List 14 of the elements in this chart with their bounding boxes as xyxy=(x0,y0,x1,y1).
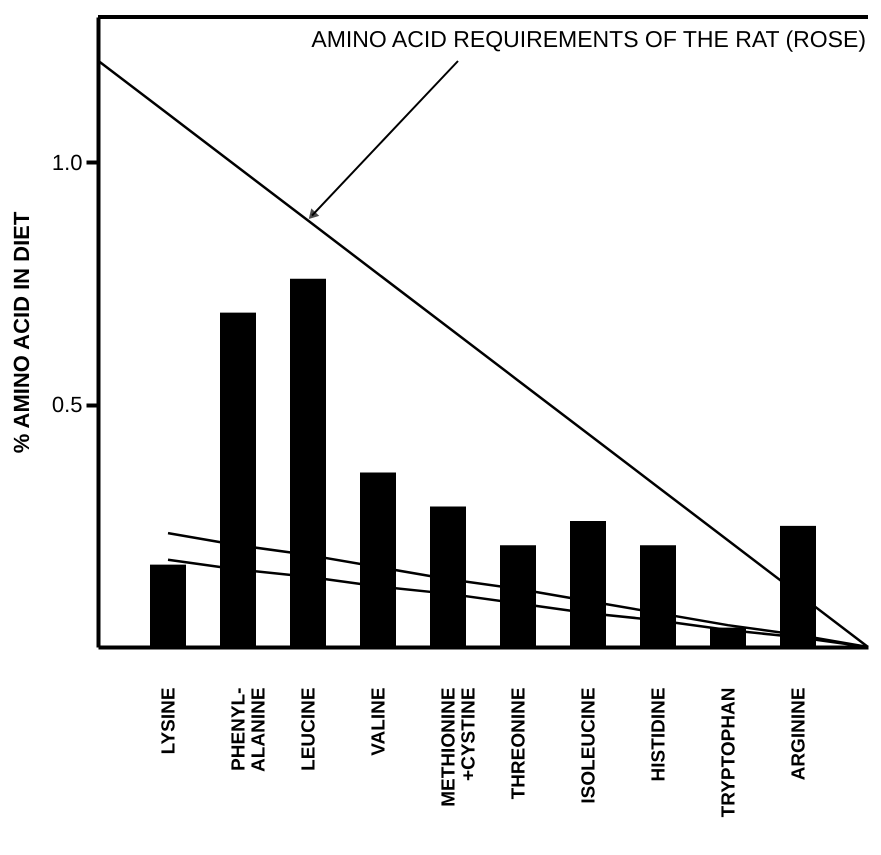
x-tick-label: HISTIDINE xyxy=(648,688,670,782)
x-tick-label: TRYPTOPHAN xyxy=(718,688,740,818)
x-tick-label: PHENYL- ALANINE xyxy=(228,688,270,772)
x-tick-label: LYSINE xyxy=(158,688,180,754)
x-tick-label: THREONINE xyxy=(508,688,530,800)
x-tick-label: VALINE xyxy=(368,688,390,756)
x-tick-label: LEUCINE xyxy=(298,688,320,771)
y-axis-title: % AMINO ACID IN DIET xyxy=(8,211,34,454)
annotation: AMINO ACID REQUIREMENTS OF THE RAT (ROSE) xyxy=(311,26,866,52)
x-tick-label: ISOLEUCINE xyxy=(578,688,600,804)
y-tick-label: 0.5 xyxy=(52,392,82,418)
x-tick-label: METHIONINE +CYSTINE xyxy=(438,688,480,807)
x-tick-label: ARGININE xyxy=(788,688,810,780)
y-tick-label: 1.0 xyxy=(52,150,82,175)
